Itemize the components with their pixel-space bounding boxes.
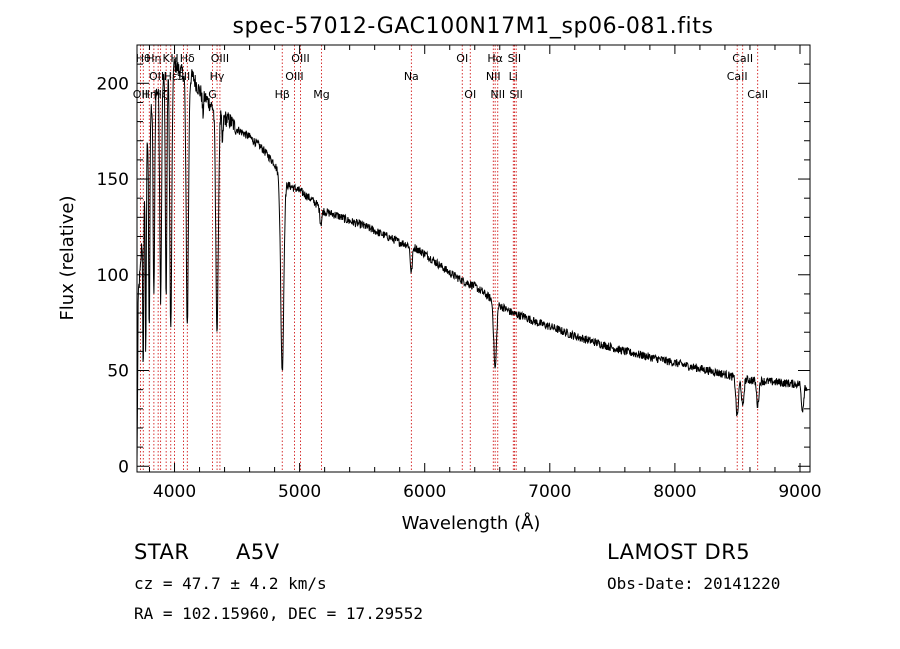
line-marker-label: CaII (732, 52, 753, 65)
line-marker-label: Hα (487, 52, 503, 65)
line-marker-label: Hδ (180, 52, 195, 65)
redshift-text: cz = 47.7 ± 4.2 km/s (134, 574, 327, 593)
y-tick-label: 0 (118, 457, 129, 477)
line-marker-label: Li (509, 70, 518, 83)
line-marker-label: OIII (211, 52, 229, 65)
line-marker-label: NII (486, 70, 501, 83)
axis-ticks: 4000 5000 6000 7000 8000 9000 0 50 100 150 200 (97, 45, 822, 502)
line-marker-label: H (170, 52, 178, 65)
x-tick-label: 4000 (153, 482, 196, 502)
line-marker-label: OIII (291, 52, 309, 65)
x-axis-label: Wavelength (Å) (402, 512, 541, 534)
y-tick-label: 100 (97, 266, 129, 286)
x-tick-label: 6000 (403, 482, 446, 502)
x-tick-label: 5000 (278, 482, 321, 502)
line-marker-label: Hη (142, 88, 157, 101)
line-marker-label: CaII (747, 88, 768, 101)
y-tick-label: 50 (107, 362, 129, 382)
line-marker-label: Hγ (210, 70, 225, 83)
coordinates-text: RA = 102.15960, DEC = 17.29552 (134, 604, 423, 623)
line-marker-label: OIII (149, 70, 167, 83)
y-tick-label: 200 (97, 74, 129, 94)
x-tick-label: 8000 (653, 482, 696, 502)
x-tick-label: 9000 (778, 482, 821, 502)
line-marker-label: SII (508, 52, 521, 65)
line-marker-group: OIIHθHηHηOIIIHζKHεHSIIHδGHγOIIIHβOIIIOII… (133, 45, 768, 472)
obs-date-text: Obs-Date: 20141220 (607, 574, 781, 593)
line-marker-label: K (163, 52, 171, 65)
plot-frame (136, 44, 811, 473)
line-marker-label: Hη (146, 52, 161, 65)
line-marker-label: NII (490, 88, 505, 101)
line-marker-label: SII (509, 88, 522, 101)
line-marker-label: Hβ (275, 88, 290, 101)
line-marker-label: Mg (313, 88, 329, 101)
line-marker-label: OI (464, 88, 476, 101)
y-axis-label: Flux (relative) (57, 195, 78, 320)
line-marker-label: Na (404, 70, 419, 83)
y-tick-label: 150 (97, 170, 129, 190)
object-class-label: STAR (134, 540, 190, 564)
line-marker-label: Hθ (136, 52, 151, 65)
spectrum-line (136, 58, 808, 464)
x-tick-label: 7000 (528, 482, 571, 502)
line-marker-label: OIII (285, 70, 303, 83)
line-marker-label: CaII (727, 70, 748, 83)
survey-label: LAMOST DR5 (607, 540, 751, 564)
chart-title: spec-57012-GAC100N17M1_sp06-081.fits (232, 14, 713, 39)
object-subclass-label: A5V (236, 540, 280, 564)
line-marker-label: G (208, 88, 217, 101)
line-marker-label: OI (456, 52, 468, 65)
